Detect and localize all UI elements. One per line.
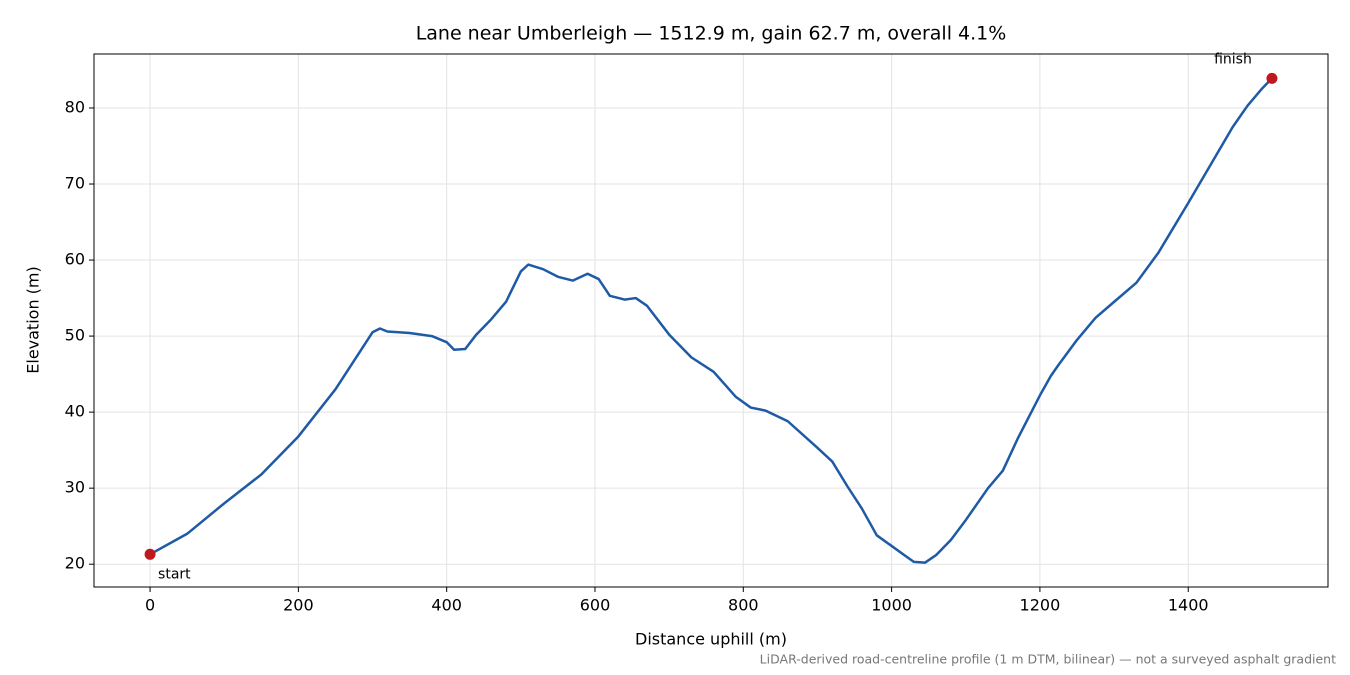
footnote: LiDAR-derived road-centreline profile (1… bbox=[760, 652, 1336, 667]
y-tick-label: 60 bbox=[65, 250, 85, 269]
x-tick-label: 400 bbox=[431, 596, 462, 615]
finish-marker bbox=[1266, 72, 1278, 84]
x-tick-label: 200 bbox=[283, 596, 314, 615]
x-tick-label: 0 bbox=[145, 596, 155, 615]
y-tick-label: 70 bbox=[65, 174, 85, 193]
chart-title: Lane near Umberleigh — 1512.9 m, gain 62… bbox=[416, 23, 1007, 45]
x-tick-label: 1000 bbox=[871, 596, 912, 615]
plot-frame bbox=[93, 53, 1329, 588]
y-tick-label: 80 bbox=[65, 97, 85, 116]
start-marker bbox=[144, 548, 156, 560]
x-tick-label: 600 bbox=[580, 596, 611, 615]
elevation-line bbox=[149, 77, 1273, 564]
x-tick-label: 1400 bbox=[1168, 596, 1209, 615]
y-tick-label: 40 bbox=[65, 402, 85, 421]
start-label: start bbox=[158, 566, 191, 582]
y-tick-label: 20 bbox=[65, 554, 85, 573]
finish-label: finish bbox=[1214, 51, 1252, 67]
y-tick-label: 30 bbox=[65, 478, 85, 497]
x-tick-label: 800 bbox=[728, 596, 759, 615]
y-axis-label: Elevation (m) bbox=[24, 266, 43, 373]
x-axis-label: Distance uphill (m) bbox=[635, 630, 787, 649]
x-tick-label: 1200 bbox=[1020, 596, 1061, 615]
y-tick-label: 50 bbox=[65, 326, 85, 345]
